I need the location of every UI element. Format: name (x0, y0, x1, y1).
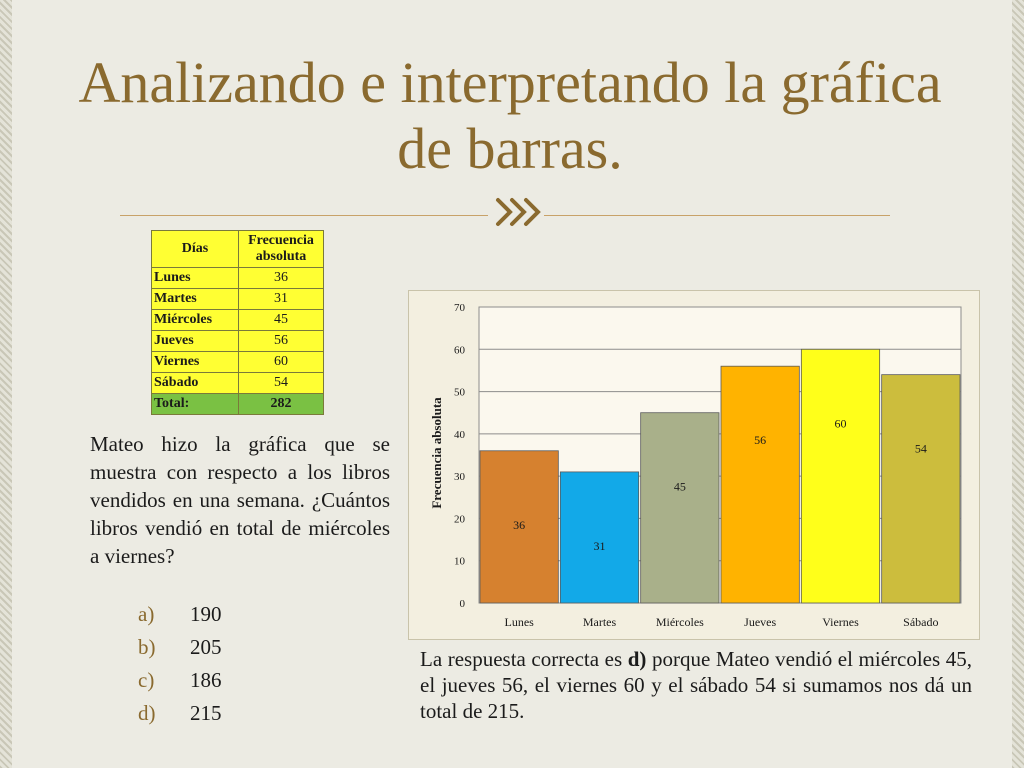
option-value: 205 (190, 635, 222, 659)
bar (881, 374, 961, 604)
table-cell-day: Miércoles (151, 309, 239, 331)
table-cell-value: 45 (238, 309, 324, 331)
bar-chart: 36 31 45 56 60 54 0 10 20 30 40 50 60 70 Lunes Martes M… (408, 290, 980, 640)
option-letter: a) (138, 602, 155, 626)
table-cell-day: Martes (151, 288, 239, 310)
bars (479, 348, 961, 604)
table-total-label: Total: (151, 393, 239, 415)
table-header-frequency: Frecuencia absoluta (238, 230, 324, 268)
axes: 0 10 20 30 40 50 60 70 Lunes Martes Miércoles Jueve… (454, 302, 938, 629)
option-value: 186 (190, 668, 222, 692)
table-cell-day: Viernes (151, 351, 239, 373)
slide-title: Analizando e interpretando la gráfica de… (78, 50, 942, 181)
table-cell-value: 36 (238, 267, 324, 289)
answer-highlight: d) (627, 647, 647, 671)
table-cell-day: Sábado (151, 372, 239, 394)
y-tick-label: 60 (454, 344, 466, 356)
table-cell-value: 54 (238, 372, 324, 394)
y-tick-label: 10 (454, 556, 466, 568)
table-total-row: Total: 282 (151, 393, 324, 415)
data-labels: 36 31 45 56 60 54 (513, 416, 927, 553)
option-value: 215 (190, 701, 222, 725)
table-header-day: Días (151, 230, 239, 268)
answer-suffix: porque Mateo vendió el miércoles 45, el … (420, 647, 972, 723)
table-row: Viernes 60 (151, 351, 324, 373)
option-letter: c) (138, 668, 155, 692)
option-item: a) 190 (138, 598, 222, 631)
left-decorative-stripe (0, 0, 12, 768)
y-tick-label: 40 (454, 429, 466, 441)
y-tick-label: 30 (454, 471, 466, 483)
x-tick-label: Lunes (505, 615, 535, 629)
table-total-value: 282 (238, 393, 324, 415)
data-label: 36 (513, 518, 525, 532)
data-label: 54 (915, 442, 927, 456)
x-tick-label: Miércoles (656, 615, 704, 629)
x-tick-label: Martes (583, 615, 617, 629)
right-decorative-stripe (1012, 0, 1024, 768)
table-cell-value: 60 (238, 351, 324, 373)
x-tick-label: Viernes (822, 615, 859, 629)
table-row: Sábado 54 (151, 372, 324, 394)
frequency-table: Días Frecuencia absoluta Lunes 36 Martes… (151, 230, 324, 415)
table-cell-day: Lunes (151, 267, 239, 289)
bullet-ornament-icon (488, 192, 544, 232)
data-label: 56 (754, 433, 766, 447)
data-label: 31 (594, 539, 606, 553)
y-tick-label: 50 (454, 387, 466, 399)
answer-explanation: La respuesta correcta es d) porque Mateo… (420, 646, 972, 724)
option-item: c) 186 (138, 664, 222, 697)
y-axis-title: Frecuencia absoluta (429, 397, 444, 509)
bar (640, 412, 720, 604)
bar-chart-svg: 36 31 45 56 60 54 0 10 20 30 40 50 60 70 Lunes Martes M… (429, 302, 962, 629)
table-cell-day: Jueves (151, 330, 239, 352)
bar (720, 365, 800, 604)
option-item: b) 205 (138, 631, 222, 664)
bar (479, 450, 559, 604)
table-row: Lunes 36 (151, 267, 324, 289)
y-tick-label: 20 (454, 513, 466, 525)
answer-prefix: La respuesta correcta es (420, 647, 628, 671)
x-tick-label: Jueves (744, 615, 776, 629)
x-tick-label: Sábado (903, 615, 938, 629)
gridlines (478, 306, 962, 604)
y-tick-label: 0 (460, 598, 466, 610)
option-letter: d) (138, 701, 156, 725)
bar (800, 348, 881, 604)
option-item: d) 215 (138, 697, 222, 730)
table-row: Miércoles 45 (151, 309, 324, 331)
table-cell-value: 31 (238, 288, 324, 310)
option-value: 190 (190, 602, 222, 626)
y-tick-label: 70 (454, 302, 466, 314)
data-label: 45 (674, 480, 686, 494)
data-label: 60 (835, 416, 847, 430)
bar (559, 471, 640, 604)
option-letter: b) (138, 635, 156, 659)
question-text: Mateo hizo la gráfica que se muestra con… (90, 432, 390, 568)
answer-options: a) 190 b) 205 c) 186 d) 215 (138, 598, 222, 730)
table-row: Jueves 56 (151, 330, 324, 352)
table-row: Martes 31 (151, 288, 324, 310)
plot-area (478, 306, 962, 604)
table-cell-value: 56 (238, 330, 324, 352)
